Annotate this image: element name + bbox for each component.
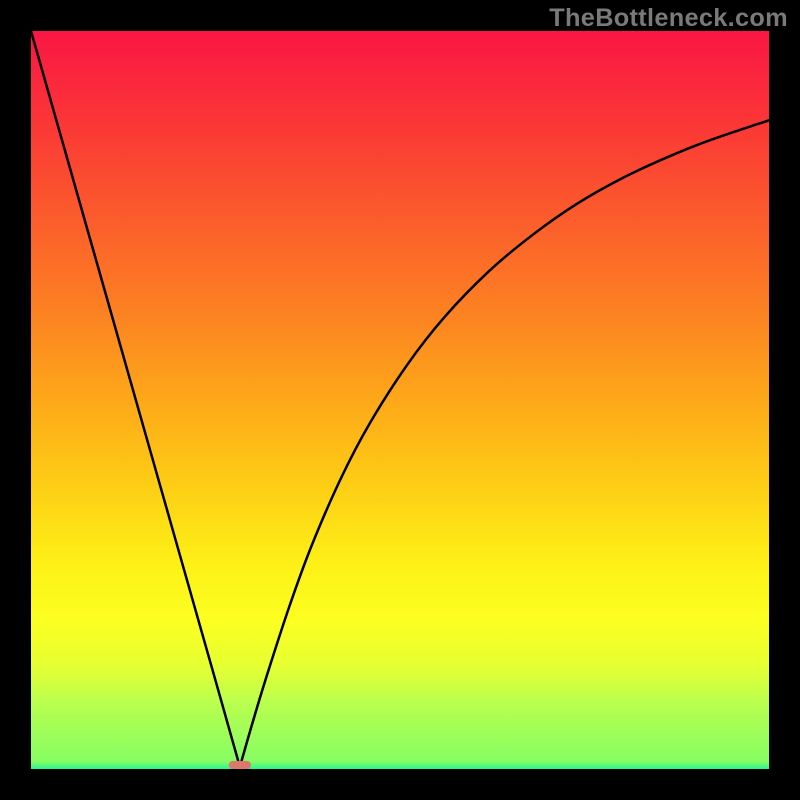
chart-container: TheBottleneck.com bbox=[0, 0, 800, 800]
gradient-background bbox=[31, 31, 769, 769]
dip-marker bbox=[229, 761, 251, 769]
watermark-text: TheBottleneck.com bbox=[549, 4, 788, 33]
bottleneck-chart bbox=[31, 31, 769, 769]
